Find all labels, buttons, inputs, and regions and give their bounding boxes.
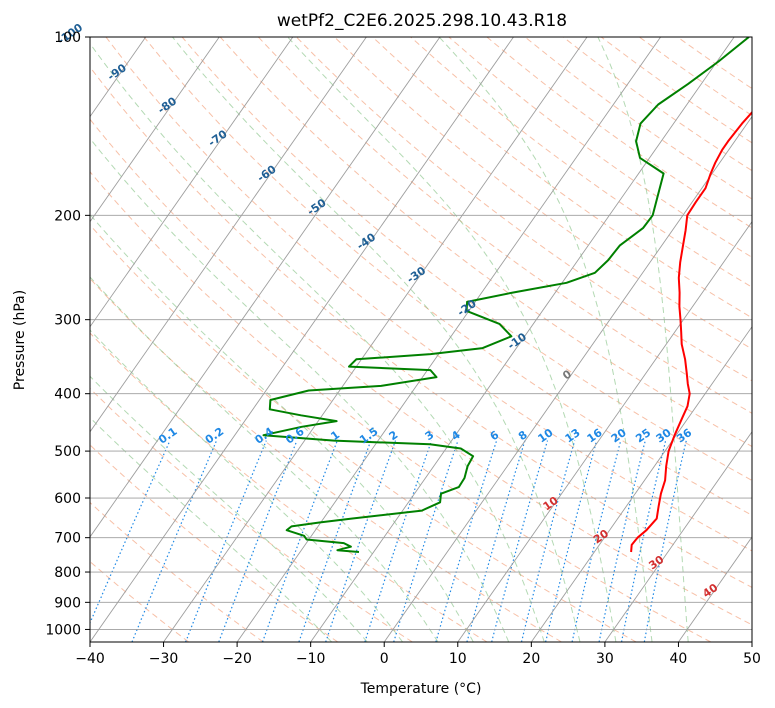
x-axis-label: Temperature (°C) bbox=[360, 681, 482, 697]
mixing-ratio-line bbox=[621, 440, 667, 642]
isotherm bbox=[90, 37, 220, 223]
mixing-ratio-line bbox=[598, 440, 646, 642]
x-tick-label: −10 bbox=[296, 651, 326, 667]
isotherm bbox=[236, 37, 661, 642]
y-tick-label: 100 bbox=[54, 30, 81, 46]
y-tick-label: 500 bbox=[54, 444, 81, 460]
isotherm bbox=[90, 37, 294, 328]
dry-adiabat bbox=[90, 501, 264, 642]
x-tick-label: 40 bbox=[670, 651, 688, 667]
isotherm bbox=[0, 37, 72, 642]
dry-adiabat bbox=[334, 37, 752, 350]
x-tick-label: −30 bbox=[149, 651, 179, 667]
y-tick-label: 1000 bbox=[45, 622, 81, 638]
moist-adiabat bbox=[90, 213, 474, 642]
isotherm bbox=[604, 431, 752, 642]
x-tick-label: 30 bbox=[596, 651, 614, 667]
dry-adiabat bbox=[90, 118, 752, 626]
x-tick-label: 10 bbox=[449, 651, 467, 667]
background-lines bbox=[0, 37, 752, 642]
moist-adiabat bbox=[90, 276, 439, 642]
y-axis-label: Pressure (hPa) bbox=[12, 290, 28, 390]
isotherm bbox=[90, 37, 367, 433]
mixing-ratio-line bbox=[298, 440, 372, 642]
mixing-ratio-line bbox=[520, 440, 576, 642]
x-axis: −40 −30 −20 −10 0 10 20 30 40 50 bbox=[75, 642, 761, 667]
isotherm bbox=[751, 641, 752, 642]
y-tick-label: 200 bbox=[54, 208, 81, 224]
moist-adiabat bbox=[438, 37, 653, 642]
mixing-ratio-line bbox=[571, 440, 622, 642]
chart-title: wetPf2_C2E6.2025.298.10.43.R18 bbox=[277, 11, 567, 31]
moist-adiabat bbox=[90, 42, 545, 642]
dry-adiabat bbox=[90, 66, 752, 588]
isotherm bbox=[678, 536, 752, 642]
y-tick-label: 900 bbox=[54, 595, 81, 611]
x-tick-label: 50 bbox=[743, 651, 761, 667]
mixing-ratio-line bbox=[545, 440, 598, 642]
mixing-ratio-line bbox=[393, 440, 459, 642]
profile-traces bbox=[262, 37, 752, 553]
x-tick-label: −40 bbox=[75, 651, 105, 667]
dry-adiabat bbox=[90, 224, 637, 642]
isotherm bbox=[90, 37, 441, 538]
plot-area bbox=[90, 37, 752, 642]
dewpoint-trace bbox=[262, 37, 750, 553]
mixing-ratio-line bbox=[466, 440, 526, 642]
moist-adiabat bbox=[287, 37, 617, 642]
dry-adiabat bbox=[143, 37, 752, 516]
x-tick-label: 20 bbox=[522, 651, 540, 667]
moist-adiabat bbox=[90, 375, 368, 642]
x-tick-label: 0 bbox=[380, 651, 389, 667]
dry-adiabat bbox=[296, 37, 752, 382]
isotherm bbox=[457, 220, 752, 642]
isotherm bbox=[90, 37, 514, 642]
mixing-ratio-line bbox=[491, 440, 549, 642]
mixing-ratio-line bbox=[435, 440, 498, 642]
y-axis: 100 200 300 400 500 600 700 800 900 1000 bbox=[45, 30, 90, 638]
y-tick-label: 400 bbox=[54, 387, 81, 403]
isotherm bbox=[383, 115, 752, 642]
temperature-trace bbox=[630, 110, 752, 553]
dry-adiabat bbox=[257, 37, 752, 414]
moist-adiabat bbox=[597, 37, 689, 642]
moist-adiabat bbox=[90, 329, 404, 642]
x-tick-label: −20 bbox=[222, 651, 252, 667]
y-tick-label: 700 bbox=[54, 531, 81, 547]
plot-frame bbox=[89, 36, 753, 643]
dry-adiabat bbox=[90, 171, 712, 642]
y-tick-label: 800 bbox=[54, 565, 81, 581]
mixing-ratio-line bbox=[131, 440, 218, 642]
mixing-ratio-line bbox=[90, 440, 171, 625]
dry-adiabat bbox=[90, 332, 488, 642]
y-tick-label: 300 bbox=[54, 313, 81, 329]
y-tick-label: 600 bbox=[54, 491, 81, 507]
mixing-ratio-line bbox=[261, 440, 338, 642]
dry-adiabat bbox=[90, 277, 562, 642]
isotherm bbox=[530, 325, 752, 642]
isotherm bbox=[310, 37, 735, 642]
isotherm bbox=[163, 37, 588, 642]
mixing-ratio-line bbox=[643, 440, 687, 642]
